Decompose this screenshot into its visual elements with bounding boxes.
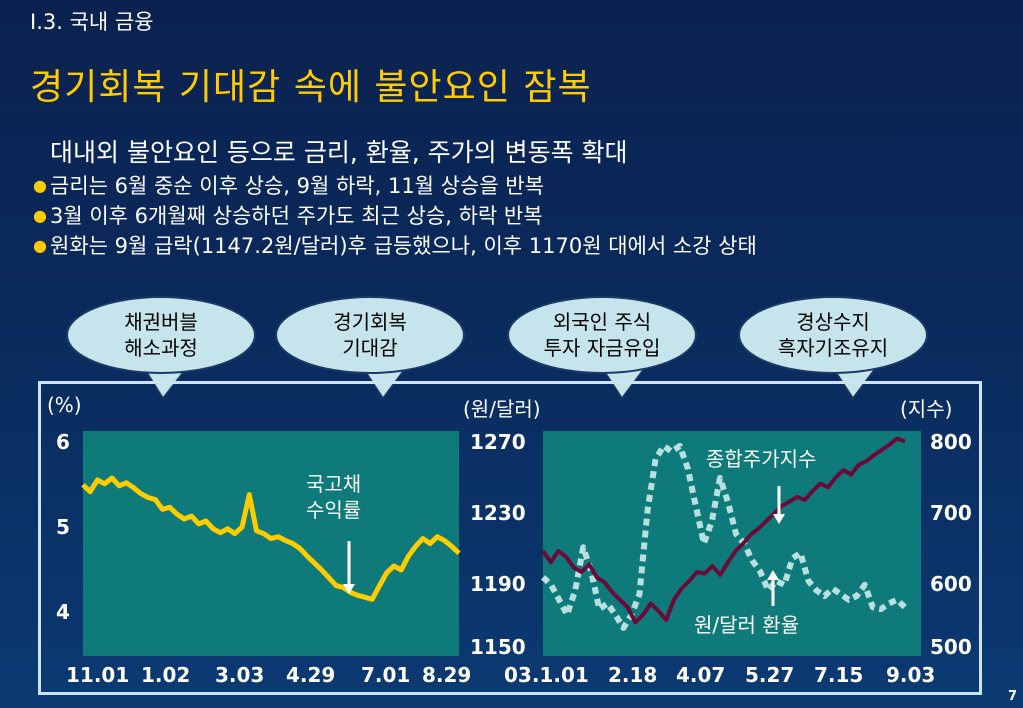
x-tick-label: 3.03 bbox=[215, 663, 265, 687]
callout-line: 해소과정 bbox=[124, 336, 198, 360]
arrow-head-icon bbox=[773, 514, 785, 524]
yield-chart-plot-area bbox=[83, 431, 459, 656]
fx-annotation: 원/달러 환율 bbox=[694, 613, 800, 637]
x-tick-label: 9.03 bbox=[886, 663, 936, 687]
x-tick-label: 7.01 bbox=[361, 663, 411, 687]
y-tick-label: 1230 bbox=[470, 501, 526, 525]
section-label: I.3. 국내 금융 bbox=[30, 10, 154, 34]
bullet-dot-icon: ● bbox=[33, 236, 47, 255]
annotation-line: 국고채 bbox=[306, 472, 362, 496]
y-tick-label-right: 500 bbox=[930, 635, 972, 659]
x-tick-label: 4.29 bbox=[286, 663, 336, 687]
yield-annotation: 국고채 수익률 bbox=[306, 471, 361, 523]
page-number: 7 bbox=[1007, 689, 1017, 704]
bullet-dot-icon: ● bbox=[33, 176, 47, 195]
bullet-text: 원화는 9월 급락(1147.2원/달러)후 급등했으나, 이후 1170원 대… bbox=[50, 234, 757, 258]
x-tick-label: 03.1.01 bbox=[504, 663, 589, 687]
subtitle: 대내외 불안요인 등으로 금리, 환율, 주가의 변동폭 확대 bbox=[50, 138, 628, 167]
x-tick-label: 4.07 bbox=[676, 663, 726, 687]
bullet-item: ● 금리는 6월 중순 이후 상승, 9월 하락, 11월 상승을 반복 bbox=[30, 171, 757, 201]
bullet-item: ● 3월 이후 6개월째 상승하던 주가도 최근 상승, 하락 반복 bbox=[30, 201, 757, 231]
callout-bond-bubble: 채권버블 해소과정 bbox=[66, 296, 256, 374]
callout-line: 채권버블 bbox=[124, 310, 198, 334]
y-tick-label: 1270 bbox=[470, 430, 526, 454]
bullet-text: 3월 이후 6개월째 상승하던 주가도 최근 상승, 하락 반복 bbox=[50, 204, 543, 228]
kospi-annotation: 종합주가지수 bbox=[706, 447, 817, 471]
callout-line: 투자 자금유입 bbox=[543, 336, 661, 360]
y-tick-label-right: 600 bbox=[930, 572, 972, 596]
x-tick-label: 5.27 bbox=[745, 663, 795, 687]
bullet-list: ● 금리는 6월 중순 이후 상승, 9월 하락, 11월 상승을 반복 ● 3월 … bbox=[30, 171, 757, 261]
yield-series-line bbox=[81, 475, 461, 602]
y-tick-label: 1190 bbox=[470, 572, 526, 596]
x-tick-label: 7.15 bbox=[814, 663, 864, 687]
callout-line: 경기회복 bbox=[333, 310, 407, 334]
x-tick-label: 11.01 bbox=[66, 663, 130, 687]
x-tick-label: 8.29 bbox=[422, 663, 472, 687]
callout-line: 외국인 주식 bbox=[552, 310, 652, 334]
callout-line: 흑자기조유지 bbox=[777, 336, 889, 360]
annotation-line: 수익률 bbox=[306, 498, 362, 522]
bullet-dot-icon: ● bbox=[33, 206, 47, 225]
y-tick-label: 6 bbox=[56, 430, 70, 454]
y-tick-label: 5 bbox=[56, 515, 70, 539]
bullet-text: 금리는 6월 중순 이후 상승, 9월 하락, 11월 상승을 반복 bbox=[50, 174, 544, 198]
arrow-head-icon bbox=[343, 584, 355, 594]
callout-foreign-inflow: 외국인 주식 투자 자금유입 bbox=[507, 296, 697, 374]
page-title: 경기회복 기대감 속에 불안요인 잠복 bbox=[30, 67, 592, 108]
callout-line: 경상수지 bbox=[796, 310, 870, 334]
callout-line: 기대감 bbox=[342, 336, 398, 360]
y-tick-label: 4 bbox=[56, 600, 70, 624]
y-tick-label-right: 700 bbox=[930, 501, 972, 525]
right-axis-unit: (지수) bbox=[900, 397, 953, 421]
y-axis-unit: (%) bbox=[47, 393, 82, 417]
chart-frame bbox=[38, 381, 982, 695]
fx-series-line bbox=[540, 443, 908, 631]
kospi-series-line bbox=[541, 436, 906, 625]
y-tick-label-right: 800 bbox=[930, 430, 972, 454]
arrow-head-icon bbox=[767, 570, 779, 580]
callout-recovery: 경기회복 기대감 bbox=[275, 296, 465, 374]
x-tick-label: 1.02 bbox=[141, 663, 191, 687]
y-tick-label: 1150 bbox=[470, 635, 526, 659]
x-tick-label: 2.18 bbox=[608, 663, 658, 687]
left-axis-unit: (원/달러) bbox=[463, 397, 541, 421]
bullet-item: ● 원화는 9월 급락(1147.2원/달러)후 급등했으나, 이후 1170원 … bbox=[30, 231, 757, 261]
callout-current-account: 경상수지 흑자기조유지 bbox=[738, 296, 928, 374]
